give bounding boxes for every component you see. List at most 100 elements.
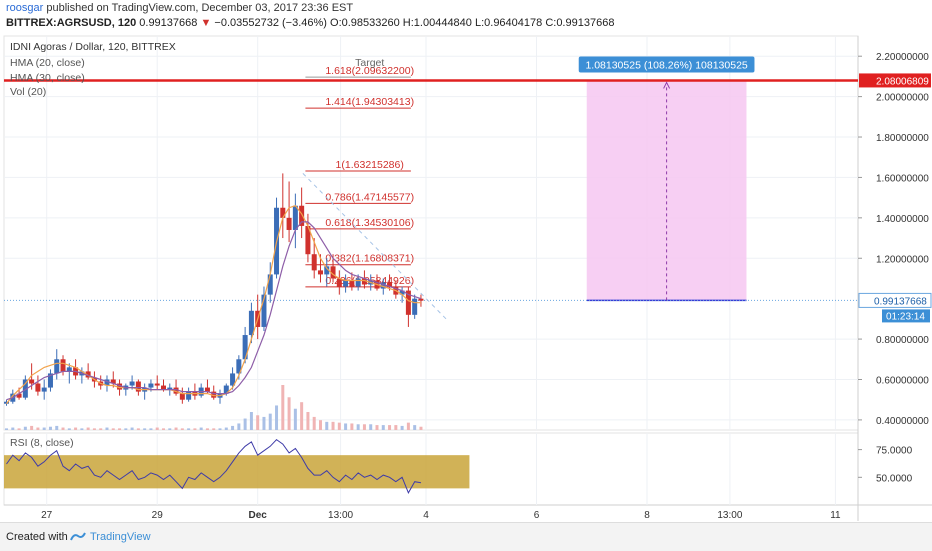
rsi-tick-label: 50.0000 — [876, 473, 913, 484]
candle-body — [324, 266, 330, 275]
countdown-label: 01:23:14 — [886, 311, 925, 322]
fib-level-label: 1(1.63215286) — [336, 159, 404, 171]
volume-bar — [99, 428, 103, 430]
candle-body — [305, 225, 311, 255]
candle-body — [242, 335, 248, 360]
volume-bar — [312, 416, 316, 430]
rsi-band — [4, 455, 470, 489]
volume-bar — [193, 428, 197, 430]
volume-bar — [231, 425, 235, 430]
ohlc-values: O:0.98533260 H:1.00444840 L:0.96404178 C… — [330, 17, 615, 29]
volume-bar — [318, 420, 322, 430]
candle-body — [343, 280, 349, 287]
created-with-label: Created with — [6, 531, 68, 543]
candle-body — [22, 379, 28, 398]
volume-bar — [130, 427, 134, 430]
candle-body — [154, 383, 160, 386]
last-price: 0.99137668 — [139, 17, 198, 29]
price-tick-label: 1.40000000 — [876, 214, 929, 225]
candle-body — [167, 387, 173, 390]
candle-body — [223, 385, 229, 394]
volume-bar — [262, 416, 266, 430]
candle-body — [261, 294, 267, 327]
candle-body — [355, 278, 361, 287]
candle-body — [399, 290, 405, 295]
volume-bar — [80, 428, 84, 430]
rsi-tick-label: 75.0000 — [876, 446, 913, 457]
price-tick-label: 1.60000000 — [876, 173, 929, 184]
candle-body — [311, 254, 317, 271]
volume-bar — [237, 423, 241, 430]
hma20-legend: HMA (20, close) — [10, 57, 85, 69]
candle-body — [267, 274, 273, 295]
volume-bar — [406, 422, 410, 430]
volume-bar — [394, 425, 398, 430]
volume-bar — [180, 428, 184, 430]
rsi-line — [6, 438, 422, 494]
volume-bar — [375, 425, 379, 430]
candle-body — [117, 383, 123, 390]
volume-bar — [256, 415, 260, 430]
hma30-legend: HMA (30, close) — [10, 72, 85, 84]
volume-bar — [136, 428, 140, 430]
volume-bar — [5, 428, 9, 430]
hma20-line — [6, 205, 421, 405]
last-price-label: 0.99137668 — [874, 296, 927, 307]
candle-body — [412, 298, 418, 315]
publish-header: roosgar published on TradingView.com, De… — [6, 2, 353, 14]
candle-body — [66, 367, 72, 372]
volume-bar — [149, 428, 153, 430]
volume-bar — [212, 428, 216, 430]
volume-bar — [369, 424, 373, 430]
candle-body — [129, 381, 135, 386]
candle-body — [248, 310, 254, 336]
price-tick-label: 0.60000000 — [876, 375, 929, 386]
candle-body — [361, 278, 367, 285]
volume-bar — [268, 413, 272, 430]
volume-bar — [30, 425, 34, 430]
volume-bar — [344, 423, 348, 430]
candle-body — [104, 379, 110, 386]
author-link[interactable]: roosgar — [6, 2, 44, 14]
volume-bar — [362, 424, 366, 430]
volume-legend: Vol (20) — [10, 86, 46, 98]
target-arrow-head — [663, 81, 671, 89]
price-tick-label: 1.80000000 — [876, 133, 929, 144]
time-tick-label: 4 — [423, 510, 429, 521]
hma30-line — [6, 221, 422, 401]
price-tick-label: 1.20000000 — [876, 254, 929, 265]
volume-bar — [249, 412, 253, 430]
fib-level-label: 1.618(2.09632200) — [325, 65, 414, 77]
volume-bar — [388, 425, 392, 430]
time-tick-label: 27 — [41, 510, 53, 521]
symbol-name: BITTREX:AGRSUSD, 120 — [6, 17, 137, 29]
volume-bar — [105, 427, 109, 430]
candle-body — [299, 205, 305, 226]
candle-body — [418, 298, 424, 301]
candle-body — [29, 379, 35, 384]
volume-bar — [74, 427, 78, 430]
volume-bar — [42, 427, 46, 430]
candle-body — [179, 393, 185, 400]
volume-bar — [155, 427, 159, 430]
volume-bar — [419, 426, 423, 430]
tradingview-brand[interactable]: TradingView — [90, 531, 151, 543]
candle-body — [35, 383, 41, 392]
volume-bar — [118, 428, 122, 430]
resistance-price-label: 2.08006809 — [876, 76, 929, 87]
candle-body — [204, 387, 210, 392]
countdown-label-bg — [882, 309, 930, 323]
volume-bar — [61, 427, 65, 430]
volume-bar — [281, 385, 285, 430]
volume-bar — [11, 427, 15, 430]
volume-bar — [356, 424, 360, 430]
volume-bar — [55, 425, 59, 430]
price-tick-label: 2.20000000 — [876, 52, 929, 63]
candle-body — [387, 282, 393, 287]
volume-bar — [174, 427, 178, 430]
candle-body — [286, 217, 292, 230]
time-tick-label: Dec — [249, 510, 268, 521]
down-arrow-icon: ▼ — [200, 17, 212, 29]
candle-body — [148, 383, 154, 388]
tradingview-logo-icon — [70, 532, 86, 541]
